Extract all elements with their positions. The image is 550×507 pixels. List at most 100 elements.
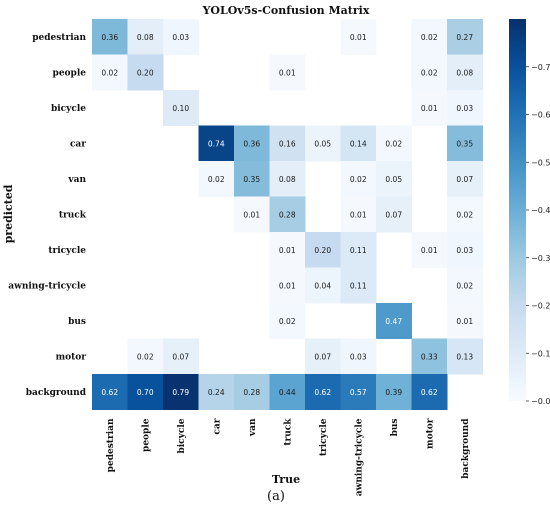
heatmap-cell [340,19,377,55]
cell-value-label: 0.02 [456,281,473,290]
cell-value-label: 0.03 [350,352,367,361]
colorbar-tick-label: −0.6 [531,111,550,120]
y-tick-label: van [67,175,86,185]
heatmap-cell [376,161,412,197]
heatmap-cell [234,196,270,233]
heatmap-cell [340,161,377,197]
cell-value-label: 0.04 [314,281,331,290]
cell-value-label: 0.44 [279,388,296,397]
heatmap-cell [376,196,412,233]
cell-value-label: 0.02 [421,68,438,77]
heatmap-cell [447,19,483,55]
heatmap-cell [447,196,483,233]
heatmap-cell [447,303,483,339]
y-tick-label: car [70,139,86,149]
cell-value-label: 0.01 [243,210,260,219]
cell-value-label: 0.01 [421,104,438,113]
x-tick-label: background [461,418,471,479]
colorbar-tick-label: −0.5 [531,158,550,167]
cell-value-label: 0.20 [137,68,154,77]
cell-value-label: 0.02 [137,352,154,361]
x-tick-label: bus [390,419,400,437]
cell-value-label: 0.03 [172,33,189,42]
heatmap-cell [92,54,128,91]
cell-value-label: 0.05 [314,139,331,148]
cell-value-label: 0.02 [421,33,438,42]
heatmap-cell [198,125,235,162]
heatmap-cell [269,161,306,197]
cell-value-label: 0.01 [279,246,296,255]
cell-value-label: 0.57 [350,388,367,397]
heatmap-cell [305,267,341,304]
heatmap-cell [127,338,164,375]
y-tick-label: tricycle [48,246,86,256]
x-tick-label: van [248,418,258,437]
cell-value-label: 0.20 [314,246,331,255]
heatmap-cell [198,161,235,197]
heatmap-cell [447,90,483,126]
heatmap-cell [127,54,164,91]
cell-value-label: 0.47 [385,317,402,326]
cell-value-label: 0.07 [456,175,473,184]
y-tick-label: people [53,68,87,78]
cell-value-label: 0.02 [456,210,473,219]
heatmap-cell [447,161,483,197]
x-tick-label: car [212,418,222,434]
heatmap-cell [163,19,199,55]
figure-caption: (a) [267,489,285,504]
cell-value-label: 0.07 [385,210,402,219]
x-tick-labels: pedestrian people bicycle car van truck tricyc… [106,418,471,497]
cell-value-label: 0.01 [456,317,473,326]
heatmap-cell [376,303,412,339]
heatmap-cell [376,125,412,162]
cell-value-label: 0.10 [172,104,189,113]
cell-value-label: 0.24 [208,388,225,397]
heatmap-cell [447,267,483,304]
cell-value-label: 0.62 [314,388,331,397]
cell-value-label: 0.08 [279,175,296,184]
cell-value-label: 0.35 [243,175,260,184]
y-tick-label: motor [56,352,87,362]
cell-value-label: 0.07 [172,352,189,361]
colorbar-tick-label: −0.0 [531,397,550,406]
heatmap-cell [305,374,341,410]
colorbar-tick-label: −0.3 [531,254,550,263]
x-tick-label: bicycle [177,418,187,453]
heatmap-cell [305,125,341,162]
cell-value-label: 0.03 [456,104,473,113]
chart-title: YOLOv5s-Confusion Matrix [202,4,370,17]
heatmap-cell [305,232,341,268]
cell-value-label: 0.05 [385,175,402,184]
heatmap-cell [305,338,341,375]
heatmap-cells [92,19,483,410]
cell-value-labels: 0.36 0.08 0.03 0.01 0.02 0.27 0.02 0.20 0.01 0.02… [101,33,473,397]
cell-value-label: 0.62 [101,388,118,397]
cell-value-label: 0.28 [243,388,260,397]
heatmap-cell [269,232,306,268]
cell-value-label: 0.08 [137,33,154,42]
cell-value-label: 0.01 [279,68,296,77]
cell-value-label: 0.08 [456,68,473,77]
cell-value-label: 0.02 [101,68,118,77]
y-tick-label: awning-tricycle [8,281,86,291]
heatmap-cell [92,19,128,55]
cell-value-label: 0.01 [279,281,296,290]
cell-value-label: 0.02 [350,175,367,184]
cell-value-label: 0.27 [456,33,473,42]
heatmap-cell [269,196,306,233]
y-tick-label: truck [59,210,87,220]
heatmap-cell [340,125,377,162]
cell-value-label: 0.70 [137,388,154,397]
heatmap-cell [269,374,306,410]
x-tick-label: people [141,418,151,452]
heatmap-cell [340,267,377,304]
cell-value-label: 0.28 [279,210,296,219]
y-tick-labels: pedestrian people bicycle car van truck tricyc… [8,33,87,398]
colorbar-tick-label: −0.2 [531,302,550,311]
cell-value-label: 0.01 [421,246,438,255]
x-tick-label: awning-tricycle [354,418,364,496]
y-tick-label: bus [68,317,86,327]
heatmap-cell [269,125,306,162]
cell-value-label: 0.11 [350,246,367,255]
x-tick-label: motor [425,418,435,449]
